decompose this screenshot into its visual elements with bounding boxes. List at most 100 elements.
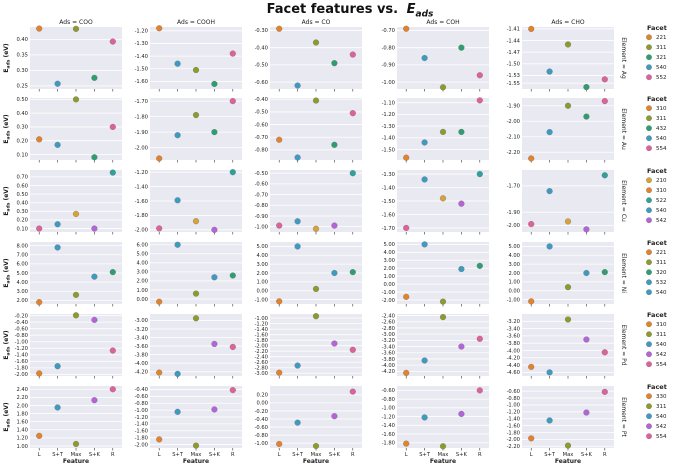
data-point-s-t (174, 408, 181, 415)
y-tick-label: -1.20 (382, 414, 395, 420)
data-point-max (192, 112, 200, 119)
y-tick-label: -1.60 (15, 359, 28, 365)
data-point-s-k (91, 273, 98, 280)
y-tick-label: 3.00 (136, 270, 148, 276)
y-axis-label: Eads (eV) (3, 114, 12, 144)
row-label-2: Element = Au (620, 108, 627, 150)
y-tick-label: -1.20 (382, 112, 395, 118)
panel-r2-c4: -1.10 -1.20 -1.30 -1.40 -1.50 (382, 97, 489, 163)
legend-marker (646, 321, 652, 328)
panel-r6-c5: -0.60-0.80-1.00-1.20-1.40-1.60-1.80-2.00… (507, 386, 614, 465)
data-point-r (601, 349, 608, 356)
legend-marker (646, 351, 652, 358)
y-tick-label: -0.40 (255, 97, 268, 103)
data-point-s-k (458, 44, 465, 51)
x-axis-label: Feature (430, 458, 456, 465)
panel-r3-c4: -1.30 -1.40 -1.50 -1.60 -1.70 (382, 170, 489, 235)
y-tick-label: 1.00 (256, 280, 268, 286)
data-point-max (564, 316, 572, 323)
data-point-s-t (546, 68, 553, 75)
y-tick-label: 0.20 (16, 218, 28, 224)
y-tick-label: -3.40 (135, 335, 148, 341)
x-tick-label: R (478, 452, 482, 458)
legend-marker (646, 207, 652, 214)
legend-marker (646, 64, 652, 71)
panel-background (30, 170, 122, 232)
legend-4: Facet 221 311 320 532 540 (646, 239, 667, 296)
y-tick-label: -1.70 (507, 184, 520, 190)
data-point-max (564, 442, 572, 449)
data-point-l (276, 369, 283, 376)
data-point-s-k (331, 269, 338, 277)
panel-r4-c5: 5.00 4.00 3.00 2.00 1.00 0.00 -1.00 (507, 242, 614, 307)
y-tick-label: 0.25 (16, 84, 28, 90)
y-tick-label: -2.00 (135, 442, 148, 448)
data-point-max (72, 312, 80, 319)
panel-title-5: Ads = CHO (551, 19, 584, 26)
y-tick-label: -0.40 (255, 45, 268, 51)
y-tick-label: 5.00 (256, 244, 268, 250)
y-tick-label: -1.00 (382, 406, 395, 412)
data-point-l (36, 136, 43, 143)
data-point-l (276, 440, 283, 448)
panel-r2-c5: -1.90 -2.00 -2.10 -2.20 (507, 98, 614, 163)
data-point-max (564, 284, 572, 291)
y-tick-label: 4.00 (256, 253, 268, 259)
panel-background (270, 386, 362, 448)
y-tick-label: -1.20 (135, 170, 148, 176)
y-tick-label: 2.00 (383, 266, 395, 272)
y-tick-label: 0.50 (16, 97, 28, 103)
data-point-max (564, 218, 572, 225)
data-point-s-k (211, 129, 218, 136)
y-tick-label: -3.80 (507, 341, 520, 347)
data-point-max (312, 39, 320, 46)
y-tick-label: -4.00 (382, 363, 395, 369)
y-tick-label: 0.00 (256, 289, 268, 295)
data-point-s-k (583, 336, 590, 343)
x-tick-label: S+K (89, 452, 101, 458)
legend-label: 542 (656, 218, 667, 224)
data-point-r (601, 388, 608, 395)
data-point-s-t (421, 241, 428, 248)
y-tick-label: -0.60 (255, 80, 268, 86)
legend-label: 311 (656, 116, 667, 122)
y-tick-label: -1.00 (255, 316, 268, 322)
panel-background (397, 27, 489, 89)
legend-title: Facet (647, 383, 667, 391)
data-point-r (109, 38, 116, 45)
legend-label: 540 (656, 414, 667, 420)
y-tick-label: -2.20 (255, 349, 268, 355)
y-tick-label: -0.70 (382, 28, 395, 34)
data-point-s-t (174, 197, 181, 204)
y-tick-label: -4.20 (507, 356, 520, 362)
legend-6: Facet 330 311 540 542 554 (646, 383, 667, 440)
y-tick-label: -2.20 (507, 150, 520, 156)
x-tick-label: S+T (544, 452, 556, 458)
y-tick-label: -3.60 (507, 334, 520, 340)
legend-marker (646, 413, 652, 420)
data-point-l (528, 363, 535, 370)
y-tick-label: 1.80 (16, 411, 28, 417)
y-tick-label: -2.40 (255, 355, 268, 361)
y-tick-label: 7.00 (16, 253, 28, 259)
data-point-max (72, 440, 80, 447)
y-tick-label: -1.53 (507, 73, 520, 79)
data-point-max (312, 442, 320, 450)
x-tick-label: Max (438, 452, 449, 458)
y-tick-label: -1.40 (507, 417, 520, 423)
y-tick-label: -0.80 (255, 433, 268, 439)
y-tick-label: 4.00 (16, 280, 28, 286)
y-tick-label: -1.55 (507, 81, 520, 87)
row-label-6: Element = Pt (620, 397, 627, 437)
data-point-s-t (174, 60, 181, 67)
data-point-s-t (421, 176, 428, 183)
panel-r5-c2: -3.00 -3.20 -3.40 -3.60 -3.80 -4.00 -4.20 (135, 314, 242, 379)
legend-marker (646, 331, 652, 338)
y-tick-label: -0.80 (382, 397, 395, 403)
data-point-max (564, 41, 572, 48)
data-point-s-t (294, 419, 301, 426)
panel-r4-c3: 5.00 4.00 3.00 2.00 1.00 0.00 -1.00 (255, 242, 362, 307)
y-tick-label: -3.60 (135, 344, 148, 350)
legend-label: 310 (656, 106, 667, 112)
y-axis-label: Eads (eV) (3, 186, 12, 216)
